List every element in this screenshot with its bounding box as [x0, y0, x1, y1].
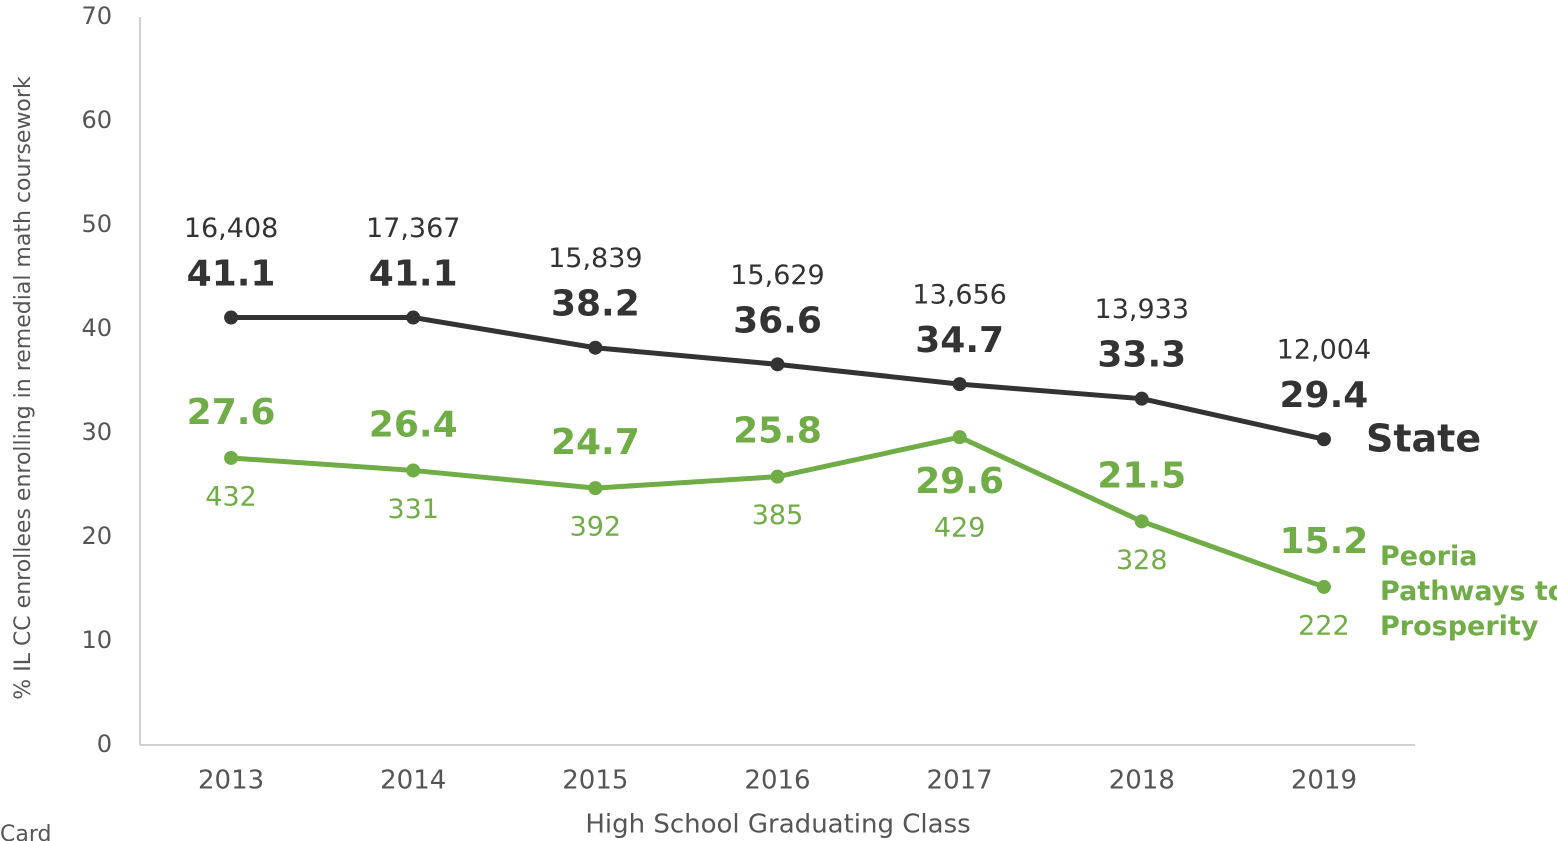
count-label: 392 — [570, 512, 622, 543]
x-axis-label: High School Graduating Class — [585, 810, 970, 840]
y-tick-label: 50 — [81, 210, 112, 238]
series-name: Peoria Pathways to Prosperity — [1380, 541, 1557, 642]
x-tick-label: 2018 — [1109, 766, 1175, 796]
data-point — [224, 310, 239, 325]
data-point — [588, 481, 603, 496]
data-point — [1134, 391, 1149, 406]
value-label: 25.8 — [733, 411, 822, 452]
count-label: 15,629 — [730, 260, 824, 291]
data-point — [952, 377, 967, 392]
count-label: 17,367 — [366, 213, 460, 244]
count-label: 222 — [1298, 610, 1350, 641]
count-label: 12,004 — [1277, 335, 1371, 366]
value-label: 34.7 — [915, 320, 1004, 361]
data-point — [406, 463, 421, 478]
value-label: 27.6 — [187, 392, 276, 433]
y-tick-label: 60 — [81, 106, 112, 134]
count-label: 328 — [1116, 545, 1168, 576]
value-label: 26.4 — [369, 404, 458, 445]
data-point — [1316, 432, 1331, 447]
series-name: State — [1366, 417, 1481, 461]
value-label: 29.4 — [1280, 375, 1369, 416]
count-label: 429 — [934, 513, 986, 544]
count-label: 15,839 — [548, 243, 642, 274]
value-label: 21.5 — [1097, 455, 1186, 496]
value-label: 24.7 — [551, 422, 640, 463]
x-tick-label: 2015 — [562, 766, 628, 796]
value-label: 41.1 — [369, 254, 458, 295]
value-label: 33.3 — [1097, 335, 1186, 376]
x-tick-label: 2019 — [1291, 766, 1357, 796]
count-label: 13,933 — [1095, 294, 1189, 325]
data-point — [1316, 579, 1331, 594]
x-tick-label: 2013 — [198, 766, 264, 796]
y-tick-label: 70 — [81, 2, 112, 30]
count-label: 13,656 — [912, 280, 1006, 311]
value-label: 41.1 — [187, 254, 276, 295]
y-tick-label: 40 — [81, 314, 112, 342]
count-label: 331 — [387, 494, 439, 525]
data-point — [224, 450, 239, 465]
value-label: 36.6 — [733, 300, 822, 341]
data-point — [770, 469, 785, 484]
y-tick-label: 30 — [81, 418, 112, 446]
data-point — [588, 340, 603, 355]
y-axis-label: % IL CC enrollees enrolling in remedial … — [11, 76, 36, 700]
data-point — [406, 310, 421, 325]
y-tick-label: 0 — [97, 730, 112, 758]
value-label: 15.2 — [1280, 521, 1369, 562]
data-point — [1134, 514, 1149, 529]
x-tick-label: 2016 — [744, 766, 810, 796]
count-label: 432 — [205, 481, 257, 512]
count-label: 16,408 — [184, 213, 278, 244]
count-label: 385 — [752, 500, 804, 531]
y-tick-label: 10 — [81, 626, 112, 654]
data-point — [770, 357, 785, 372]
y-tick-label: 20 — [81, 522, 112, 550]
value-label: 29.6 — [915, 461, 1004, 502]
value-label: 38.2 — [551, 284, 640, 325]
x-tick-label: 2017 — [927, 766, 993, 796]
footnote: Card — [0, 822, 51, 841]
x-tick-label: 2014 — [380, 766, 446, 796]
data-point — [952, 430, 967, 445]
